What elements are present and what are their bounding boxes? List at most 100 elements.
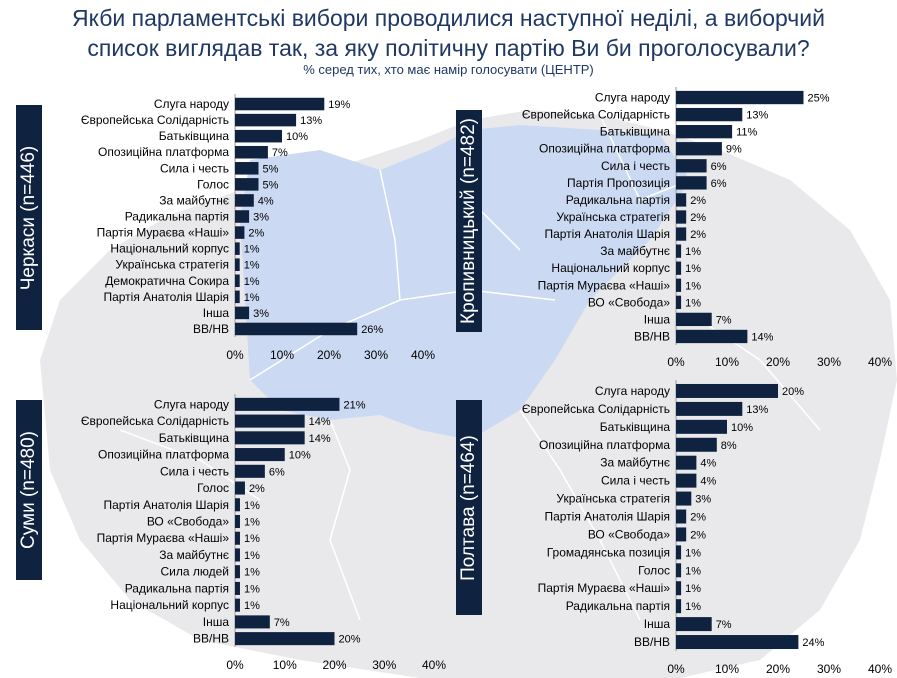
bar-партія-анатолія-шарія bbox=[235, 290, 240, 304]
category-label: Європейська Солідарність bbox=[81, 113, 229, 127]
value-label: 1% bbox=[244, 260, 260, 272]
category-label: Радикальна партія bbox=[125, 581, 229, 595]
category-label: ВО «Свобода» bbox=[588, 527, 670, 541]
x-tick-label: 30% bbox=[817, 662, 841, 676]
category-label: ВО «Свобода» bbox=[147, 515, 229, 529]
value-label: 1% bbox=[244, 244, 260, 256]
value-label: 1% bbox=[685, 280, 701, 292]
value-label: 4% bbox=[700, 458, 716, 470]
value-label: 13% bbox=[746, 110, 768, 122]
bar-радикальна-партія bbox=[235, 210, 250, 223]
category-label: Голос bbox=[197, 177, 229, 191]
value-label: 1% bbox=[244, 583, 260, 595]
x-tick-label: 40% bbox=[868, 662, 892, 676]
bar-батьківщина bbox=[235, 129, 282, 143]
category-label: Радикальна партія bbox=[566, 193, 670, 207]
value-label: 7% bbox=[274, 617, 290, 629]
category-label: Національний корпус bbox=[110, 598, 229, 612]
bar-українська-стратегія bbox=[235, 258, 240, 271]
category-label: ВВ/НВ bbox=[193, 632, 229, 646]
bar-партія-мураєва-наші bbox=[235, 226, 245, 239]
value-label: 1% bbox=[244, 533, 260, 545]
value-label: 10% bbox=[731, 422, 753, 434]
bar-слуга-народу bbox=[676, 90, 804, 105]
category-label: Партія Мураєва «Наші» bbox=[97, 531, 230, 545]
category-label: Інша bbox=[644, 617, 671, 631]
bar-вв-нв bbox=[235, 632, 335, 646]
page-subtitle: % серед тих, хто має намір голосувати (Ц… bbox=[303, 62, 594, 77]
category-label: Демократична Сокира bbox=[105, 274, 229, 288]
category-label: Партія Анатолія Шарія bbox=[103, 498, 229, 512]
category-label: Партія Мураєва «Наші» bbox=[538, 581, 671, 595]
x-tick-label: 10% bbox=[715, 355, 739, 369]
bar-батьківщина bbox=[676, 419, 727, 434]
bar-батьківщина bbox=[676, 125, 733, 139]
bar-сила-і-честь bbox=[676, 159, 707, 173]
value-label: 14% bbox=[309, 416, 331, 428]
x-tick-label: 0% bbox=[667, 355, 685, 369]
category-label: За майбутнє bbox=[159, 193, 229, 207]
x-tick-label: 0% bbox=[226, 348, 244, 362]
x-tick-label: 30% bbox=[372, 658, 396, 672]
bar-національний-корпус bbox=[235, 242, 240, 255]
bar-голос bbox=[235, 481, 245, 495]
category-label: Сила і честь bbox=[160, 161, 229, 175]
bar-за-майбутнє bbox=[676, 455, 697, 470]
bar-слуга-народу bbox=[235, 97, 325, 111]
category-label: Європейська Солідарність bbox=[522, 402, 670, 416]
bar-партія-мураєва-наші bbox=[676, 581, 682, 596]
x-tick-label: 10% bbox=[715, 662, 739, 676]
category-label: Сила і честь bbox=[601, 159, 670, 173]
category-label: Європейська Солідарність bbox=[81, 414, 229, 428]
x-tick-label: 40% bbox=[422, 658, 446, 672]
category-label: ВО «Свобода» bbox=[588, 295, 670, 309]
bar-інша bbox=[235, 306, 250, 320]
value-label: 2% bbox=[690, 529, 706, 541]
bar-опозиційна-платформа bbox=[235, 145, 268, 159]
bar-партія-анатолія-шарія bbox=[676, 509, 687, 524]
category-label: Партія Пропозиція bbox=[567, 176, 670, 190]
category-label: Опозиційна платформа bbox=[539, 142, 670, 156]
value-label: 1% bbox=[685, 601, 701, 613]
category-label: Радикальна партія bbox=[566, 599, 670, 613]
category-label: Слуга народу bbox=[595, 91, 670, 105]
bar-інша bbox=[235, 615, 270, 629]
value-label: 2% bbox=[690, 212, 706, 224]
value-label: 3% bbox=[695, 494, 711, 506]
category-label: Партія Анатолія Шарія bbox=[544, 510, 670, 524]
bar-українська-стратегія bbox=[676, 210, 687, 224]
value-label: 6% bbox=[711, 178, 727, 190]
bar-голос bbox=[676, 563, 682, 578]
bar-вв-нв bbox=[676, 635, 799, 650]
region-label-kropyvnytskyi-box: Кропивницький (n=482) bbox=[456, 110, 482, 332]
category-label: Батьківщина bbox=[600, 420, 671, 434]
category-label: Слуга народу bbox=[154, 97, 229, 111]
category-label: Сила і честь bbox=[160, 464, 229, 478]
x-tick-label: 10% bbox=[270, 348, 294, 362]
category-label: Європейська Солідарність bbox=[522, 108, 670, 122]
category-label: Українська стратегія bbox=[115, 258, 229, 272]
bar-європейська-солідарність bbox=[235, 414, 305, 428]
bar-партія-мураєва-наші bbox=[235, 531, 240, 545]
value-label: 7% bbox=[716, 314, 732, 326]
category-label: Українська стратегія bbox=[556, 210, 670, 224]
value-label: 13% bbox=[746, 404, 768, 416]
bar-за-майбутнє bbox=[235, 548, 240, 562]
value-label: 2% bbox=[249, 483, 265, 495]
value-label: 4% bbox=[258, 195, 274, 207]
category-label: Батьківщина bbox=[600, 125, 671, 139]
category-label: Партія Мураєва «Наші» bbox=[97, 226, 230, 240]
value-label: 7% bbox=[272, 147, 288, 159]
bar-батьківщина bbox=[235, 431, 305, 445]
region-label-poltava-box: Полтава (n=464) bbox=[456, 400, 482, 615]
x-tick-label: 30% bbox=[817, 355, 841, 369]
value-label: 1% bbox=[244, 292, 260, 304]
bar-партія-пропозиція bbox=[676, 176, 707, 190]
value-label: 20% bbox=[782, 386, 804, 398]
value-label: 1% bbox=[685, 565, 701, 577]
category-label: Українська стратегія bbox=[556, 492, 670, 506]
category-label: Громадянська позиція bbox=[547, 545, 670, 559]
bar-демократична-сокира bbox=[235, 274, 240, 288]
value-label: 1% bbox=[244, 600, 260, 612]
